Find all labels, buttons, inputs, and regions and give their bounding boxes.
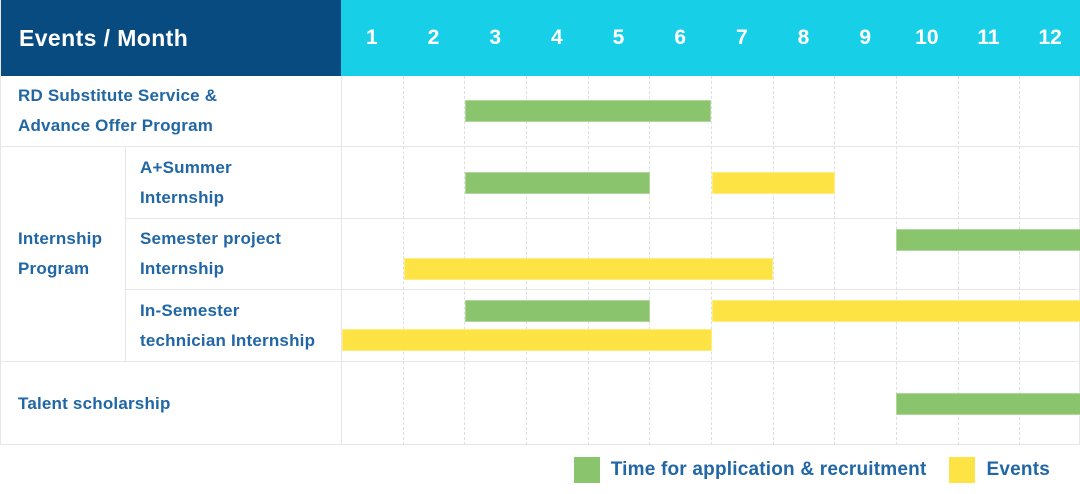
table-header-title: Events / Month — [1, 0, 341, 76]
recruitment-bar — [465, 300, 650, 322]
row-label-a-summer-internship: A+Summer Internship — [125, 147, 341, 219]
legend-item-events: Events — [949, 456, 1050, 483]
recruitment-bar — [465, 171, 650, 194]
events-color-swatch — [949, 456, 976, 483]
month-label-3: 3 — [489, 26, 501, 49]
legend-label-recruitment: Time for application & recruitment — [610, 458, 927, 480]
month-label-12: 12 — [1038, 26, 1062, 49]
month-label-10: 10 — [915, 26, 939, 49]
row-label-talent-scholarship: Talent scholarship — [1, 362, 341, 445]
event-bar — [403, 257, 774, 280]
month-label-4: 4 — [550, 26, 563, 49]
row-label-text: Talent scholarship — [18, 393, 171, 413]
chart-row-rd-substitute — [341, 76, 1080, 147]
chart-row-semester-project-internship — [341, 219, 1080, 290]
bar-line — [342, 228, 1080, 251]
chart-row-a-summer-internship — [341, 147, 1080, 219]
row-label-semester-project-internship: Semester project Internship — [125, 219, 341, 290]
legend-item-recruitment: Time for application & recruitment — [573, 456, 927, 483]
row-label-in-semester-technician-internship: In-Semester technician Internship — [125, 290, 341, 362]
month-label-2: 2 — [427, 26, 440, 49]
recruitment-bar — [465, 100, 712, 122]
events-month-heading: Events / Month — [19, 24, 189, 51]
group-label-text: Internship Program — [18, 229, 103, 278]
recruitment-bar — [896, 228, 1080, 251]
bar-line — [342, 329, 1080, 351]
month-label-6: 6 — [674, 26, 686, 49]
bar-line — [342, 392, 1080, 415]
month-label-7: 7 — [735, 26, 748, 49]
group-label-internship-program: Internship Program — [1, 147, 125, 362]
event-bar — [342, 329, 712, 351]
bar-line — [342, 257, 1080, 280]
bar-line — [342, 300, 1080, 322]
month-label-8: 8 — [797, 26, 810, 49]
row-label-text: In-Semester technician Internship — [140, 300, 316, 350]
row-label-text: RD Substitute Service & Advance Offer Pr… — [18, 86, 218, 135]
recruitment-bar — [896, 392, 1080, 415]
chart-row-in-semester-technician-internship — [341, 290, 1080, 362]
bar-line — [342, 100, 1080, 122]
month-header-row: 1 2 3 4 5 6 7 8 9 10 11 12 — [341, 0, 1080, 76]
gantt-table: Events / Month 1 2 3 4 5 6 7 8 9 10 11 12 RD Substi… — [0, 0, 1080, 445]
recruitment-color-swatch — [573, 456, 600, 483]
chart-row-talent-scholarship — [341, 362, 1080, 445]
legend: Time for application & recruitment Event… — [0, 445, 1080, 494]
legend-label-events: Events — [986, 458, 1050, 480]
row-label-text: A+Summer Internship — [140, 157, 232, 207]
event-bar — [711, 300, 1080, 322]
event-bar — [711, 171, 835, 194]
month-label-5: 5 — [612, 26, 625, 49]
row-label-rd-substitute: RD Substitute Service & Advance Offer Pr… — [1, 76, 341, 147]
bar-line — [342, 171, 1080, 194]
month-label-11: 11 — [977, 26, 1000, 49]
month-label-1: 1 — [365, 26, 378, 49]
month-label-9: 9 — [859, 26, 871, 49]
row-label-text: Semester project Internship — [140, 229, 282, 278]
